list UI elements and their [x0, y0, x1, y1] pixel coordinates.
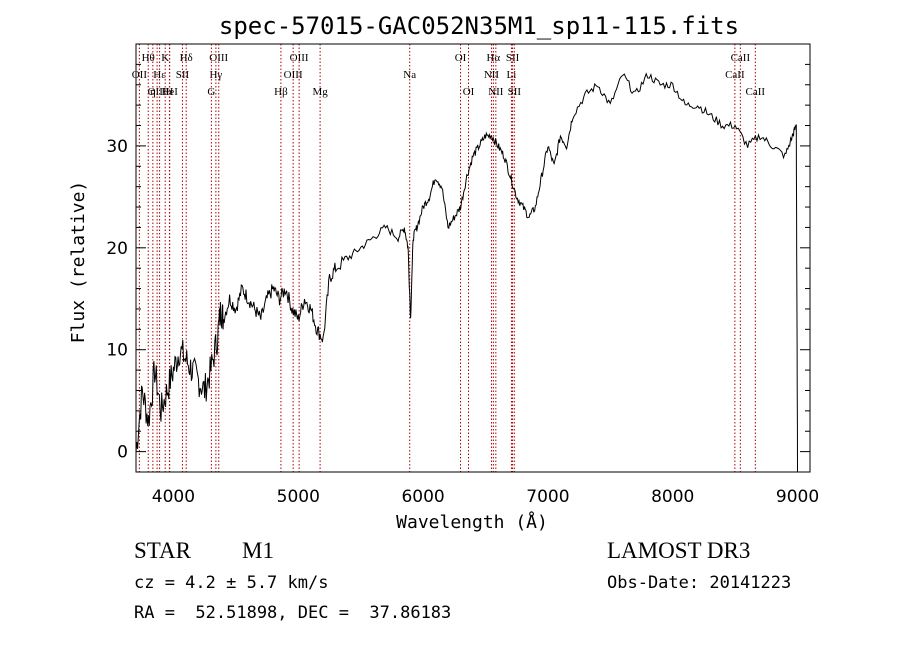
marker-label: NII [484, 69, 500, 81]
object-class: STAR [134, 538, 191, 563]
plot-frame [135, 43, 811, 473]
marker-label: OIII [148, 86, 167, 98]
marker-label: Li [507, 69, 517, 81]
y-tick-label: 10 [106, 341, 128, 361]
y-tick-label: 0 [117, 443, 128, 463]
y-axis-label: Flux (relative) [68, 181, 89, 344]
marker-label: CaII [725, 69, 745, 81]
x-tick-label: 9000 [776, 487, 819, 507]
marker-label: K [161, 52, 169, 64]
x-tick-label: 7000 [526, 487, 569, 507]
marker-label: OIII [290, 52, 309, 64]
flux-line [135, 72, 798, 473]
marker-label: OIII [209, 52, 228, 64]
marker-label: SII [176, 69, 190, 81]
object-subclass: M1 [242, 538, 274, 563]
redshift-velocity: cz = 4.2 ± 5.7 km/s [134, 573, 329, 593]
marker-label: Hε [153, 69, 166, 81]
marker-label: OI [455, 52, 467, 64]
marker-label: OII [132, 69, 148, 81]
y-tick-label: 20 [106, 239, 128, 259]
x-tick-label: 8000 [651, 487, 694, 507]
marker-label: NII [488, 86, 504, 98]
observation-date: Obs-Date: 20141223 [607, 573, 792, 593]
x-axis: 4000 5000 6000 7000 8000 9000 [152, 487, 819, 507]
marker-label: CaII [746, 86, 766, 98]
marker-label: G [207, 86, 215, 98]
x-axis-label: Wavelength (Å) [396, 511, 548, 533]
plot-area [135, 72, 798, 473]
marker-label: Hθ [142, 52, 155, 64]
marker-label: Hδ [180, 52, 193, 64]
marker-label: SII [506, 52, 520, 64]
marker-label: Hβ [274, 86, 288, 98]
marker-label: OI [463, 86, 475, 98]
marker-label: Hγ [209, 69, 222, 81]
y-axis: 0 10 20 30 [106, 43, 810, 473]
coordinates: RA = 52.51898, DEC = 37.86183 [134, 603, 452, 623]
marker-label: HeI [161, 86, 178, 98]
y-tick-label: 30 [106, 137, 128, 157]
chart-title: spec-57015-GAC052N35M1_sp11-115.fits [219, 12, 739, 40]
marker-label: CaII [731, 52, 751, 64]
marker-label: Hα [486, 52, 500, 64]
x-tick-label: 5000 [277, 487, 320, 507]
marker-label: H [165, 86, 173, 98]
x-tick-label: 4000 [152, 487, 195, 507]
x-tick-label: 6000 [401, 487, 444, 507]
survey-name: LAMOST DR3 [607, 538, 751, 563]
marker-label: Mg [312, 86, 328, 98]
marker-label: SII [508, 86, 522, 98]
marker-label: Na [403, 69, 416, 81]
marker-label: η [150, 86, 156, 98]
marker-label: OIII [284, 69, 303, 81]
